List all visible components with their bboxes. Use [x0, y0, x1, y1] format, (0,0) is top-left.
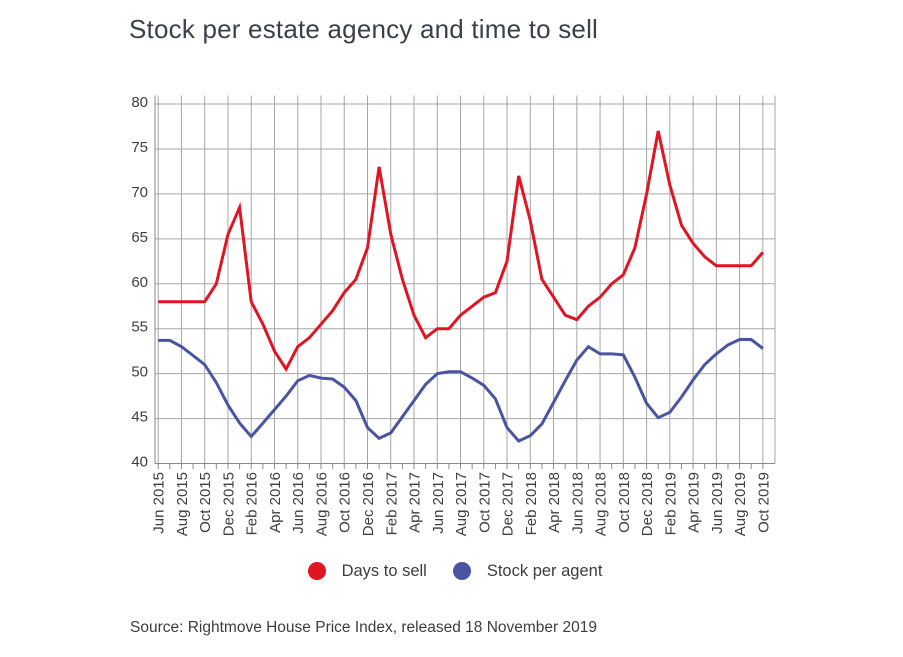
x-tick-label: Dec 2018 — [639, 472, 656, 536]
y-tick-label: 75 — [131, 139, 148, 156]
x-tick-label: Oct 2019 — [755, 472, 772, 533]
x-tick-label: Jun 2017 — [430, 472, 447, 534]
x-tick-label: Aug 2019 — [732, 472, 749, 536]
legend-label-stock-per-agent: Stock per agent — [486, 561, 603, 580]
x-tick-label: Aug 2016 — [313, 472, 330, 536]
legend: Days to sell Stock per agent — [130, 556, 780, 586]
stock-per-agent-swatch-icon — [452, 562, 471, 580]
x-tick-label: Oct 2016 — [337, 472, 354, 533]
x-tick-label: Feb 2018 — [523, 472, 540, 535]
x-tick-label: Jun 2018 — [569, 472, 586, 534]
x-tick-label: Dec 2016 — [360, 472, 377, 536]
x-minor-ticks — [157, 463, 764, 469]
legend-label-days-to-sell: Days to sell — [341, 561, 427, 580]
legend-item-stock-per-agent: Stock per agent — [452, 561, 603, 581]
x-tick-label: Dec 2015 — [220, 472, 237, 536]
x-tick-label: Apr 2017 — [407, 472, 424, 533]
x-tick-label: Oct 2015 — [197, 472, 214, 533]
x-tick-label: Aug 2015 — [174, 472, 191, 536]
y-tick-label: 40 — [131, 454, 148, 471]
y-tick-label: 65 — [131, 229, 148, 246]
stock-per-agent-line — [158, 338, 764, 443]
x-tick-label: Oct 2017 — [476, 472, 493, 533]
y-axis-labels: 40 45 50 55 60 65 70 75 80 — [131, 94, 148, 471]
x-tick-label: Jun 2016 — [290, 472, 307, 534]
x-tick-label: Apr 2019 — [686, 472, 703, 533]
x-tick-label: Feb 2017 — [383, 472, 400, 535]
days-to-sell-line — [158, 130, 765, 373]
x-gridlines — [154, 95, 776, 464]
x-tick-label: Apr 2016 — [267, 472, 284, 533]
line-chart: 40 45 50 55 60 65 70 75 80 Jun 2015 Aug 2015 Oct 20… — [131, 94, 776, 536]
y-tick-label: 60 — [131, 274, 148, 291]
y-tick-label: 70 — [131, 184, 148, 201]
x-tick-label: Dec 2017 — [500, 472, 517, 536]
x-tick-label: Apr 2018 — [546, 472, 563, 533]
y-tick-label: 55 — [131, 319, 148, 336]
y-tick-label: 45 — [131, 409, 148, 426]
y-tick-label: 80 — [131, 94, 148, 111]
chart-title: Stock per estate agency and time to sell — [129, 14, 599, 44]
x-tick-label: Oct 2018 — [616, 472, 633, 533]
legend-item-days-to-sell: Days to sell — [307, 561, 427, 581]
x-tick-label: Feb 2019 — [662, 472, 679, 535]
x-tick-label: Feb 2016 — [244, 472, 261, 535]
x-axis-labels: Jun 2015 Aug 2015 Oct 2015 Dec 2015 Feb 2016… — [151, 472, 773, 536]
x-tick-label: Jun 2015 — [151, 472, 168, 534]
x-tick-label: Aug 2017 — [453, 472, 470, 536]
y-tick-label: 50 — [131, 364, 148, 381]
days-to-sell-swatch-icon — [307, 562, 326, 580]
source-note: Source: Rightmove House Price Index, rel… — [130, 619, 597, 636]
x-tick-label: Aug 2018 — [593, 472, 610, 536]
x-tick-label: Jun 2019 — [709, 472, 726, 534]
